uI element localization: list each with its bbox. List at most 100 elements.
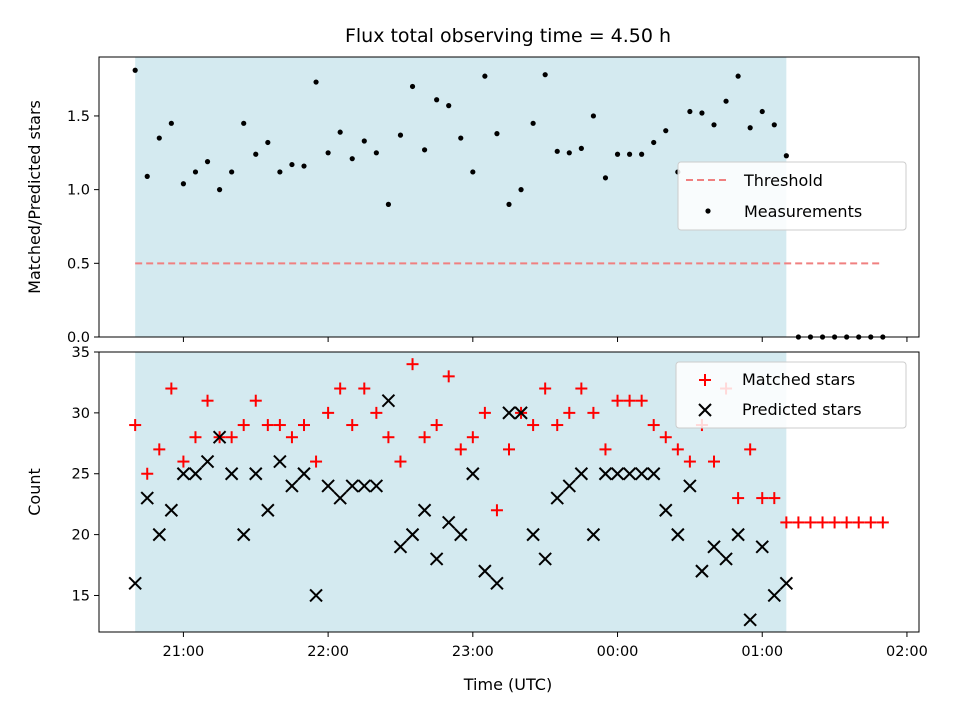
measurement-point xyxy=(229,169,235,175)
matched-star-point xyxy=(792,516,805,529)
matched-star-point xyxy=(599,443,612,456)
threshold-legend-label: Threshold xyxy=(743,171,823,190)
predicted-star-point xyxy=(441,515,456,530)
predicted-star-point xyxy=(261,503,275,517)
predicted-star-point xyxy=(695,564,709,578)
predicted-star-point xyxy=(297,467,311,481)
predicted-star-point xyxy=(152,527,167,542)
matched-star-point xyxy=(768,492,781,505)
predicted-star-point xyxy=(779,576,794,591)
y-tick-label: 15 xyxy=(72,588,90,604)
matched-star-point xyxy=(659,431,672,444)
matched-star-point xyxy=(539,382,552,395)
measurement-point xyxy=(699,110,705,116)
predicted-star-point xyxy=(369,479,384,493)
predicted-star-point xyxy=(683,479,697,493)
predicted-star-point xyxy=(671,527,685,542)
x-tick-label: 01:00 xyxy=(741,644,783,660)
y-tick-label: 0.5 xyxy=(67,256,90,272)
matched-star-point xyxy=(442,370,455,383)
matched-star-point xyxy=(201,394,214,407)
matched-star-point xyxy=(828,516,841,529)
measurement-point xyxy=(144,173,150,179)
bottom-legend-box xyxy=(675,361,907,429)
matched-star-point xyxy=(852,516,865,529)
matched-star-point xyxy=(394,455,407,468)
top-y-ticks: 0.0 0.5 1.0 1.5 xyxy=(67,109,99,346)
measurement-point xyxy=(204,159,211,165)
matched-star-point xyxy=(225,431,238,444)
predicted-star-point xyxy=(622,467,637,481)
matched-star-point xyxy=(864,516,877,529)
predicted-star-point xyxy=(309,588,323,603)
predicted-star-point xyxy=(236,527,251,542)
measurement-point xyxy=(687,108,693,115)
measurement-point xyxy=(518,187,524,193)
predicted-star-point xyxy=(188,467,203,481)
matched-star-point xyxy=(273,419,286,432)
matched-star-point xyxy=(756,492,769,505)
predicted-star-point xyxy=(707,540,721,554)
matched-star-point xyxy=(575,382,588,395)
predicted-star-point xyxy=(273,454,287,469)
matched-star-point xyxy=(141,467,154,480)
matched-star-point xyxy=(732,492,745,505)
matched-star-point xyxy=(298,419,310,432)
y-tick-label: 20 xyxy=(72,528,90,544)
matched-star-point xyxy=(285,431,298,444)
measurement-point xyxy=(265,139,271,146)
predicted-star-point xyxy=(429,552,444,566)
predicted-star-point xyxy=(610,467,625,481)
predicted-star-point xyxy=(526,527,540,542)
matched-star-point xyxy=(346,419,359,432)
bottom-y-axis-label: Count xyxy=(25,468,44,516)
matched-star-point xyxy=(780,516,793,529)
y-tick-label: 35 xyxy=(72,345,90,361)
measurement-point xyxy=(373,150,379,156)
measurement-point xyxy=(470,169,476,175)
matched-star-point xyxy=(165,382,178,395)
predicted-star-point xyxy=(345,479,359,493)
chart-title: Flux total observing time = 4.50 h xyxy=(345,25,671,47)
measurement-point xyxy=(192,169,199,175)
bottom-y-ticks: 15 20 25 30 35 xyxy=(72,345,99,604)
predicted-star-point xyxy=(514,406,528,420)
predicted-star-point xyxy=(490,576,504,591)
measurement-point xyxy=(783,153,789,159)
measurement-point xyxy=(180,181,187,187)
matched-star-point xyxy=(551,419,564,432)
matched-star-point xyxy=(708,455,720,468)
predicted-star-point xyxy=(478,564,492,578)
measurement-point xyxy=(626,151,633,157)
y-tick-label: 30 xyxy=(72,406,90,422)
measurement-point xyxy=(614,151,621,157)
predicted-star-point xyxy=(454,527,468,542)
measurement-point xyxy=(241,120,247,126)
predicted-star-point xyxy=(417,503,432,517)
predicted-star-point xyxy=(634,467,649,481)
measurement-point xyxy=(168,120,174,126)
measurement-point xyxy=(723,98,729,104)
matched-star-point xyxy=(804,516,817,529)
measurement-point xyxy=(397,132,404,138)
matched-star-point xyxy=(406,358,419,371)
matched-star-point xyxy=(816,516,829,529)
x-tick-label: 22:00 xyxy=(307,644,349,660)
measurement-point xyxy=(566,150,572,156)
measurement-point xyxy=(132,67,138,73)
measurement-point xyxy=(277,169,283,175)
matched-star-point xyxy=(587,406,600,419)
measurement-point xyxy=(337,129,343,135)
matched-star-point xyxy=(527,419,540,432)
y-tick-label: 0.0 xyxy=(67,330,90,346)
matched-star-point xyxy=(382,431,395,444)
x-tick-label: 00:00 xyxy=(597,644,639,660)
x-tick-label: 02:00 xyxy=(886,644,928,660)
measurement-point xyxy=(639,151,645,157)
top-panel: 0.0 0.5 1.0 1.5 Matched/Predicted stars Thr… xyxy=(25,56,920,346)
matched-star-point xyxy=(876,516,889,529)
matched-star-point xyxy=(177,455,190,468)
matched-star-point xyxy=(189,431,202,444)
measurement-point xyxy=(494,131,500,137)
